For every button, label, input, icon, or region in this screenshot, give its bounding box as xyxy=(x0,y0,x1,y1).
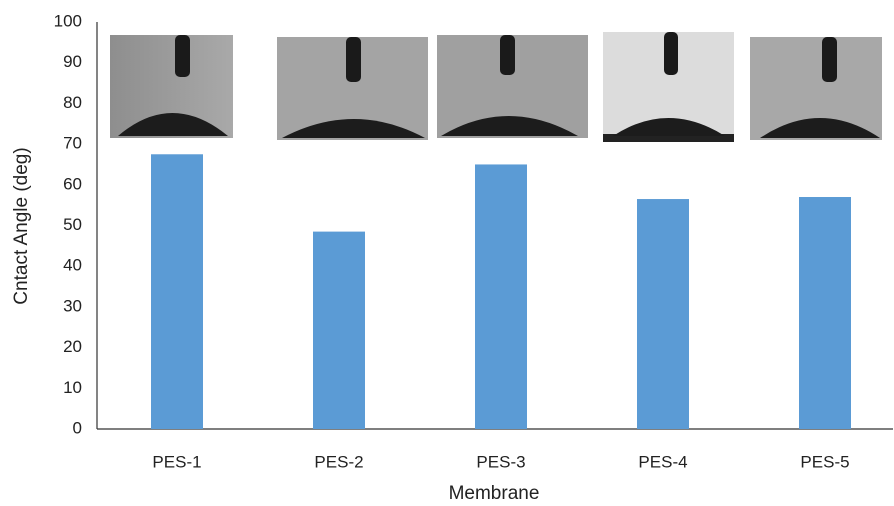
bar xyxy=(151,154,203,429)
droplet-photo xyxy=(277,37,428,140)
y-tick-label: 40 xyxy=(63,256,82,275)
y-tick-label: 30 xyxy=(63,296,82,315)
y-tick-label: 90 xyxy=(63,52,82,71)
chart: Membrane Cntact Angle (deg) 0 10 20 30 40 50 6… xyxy=(0,0,894,506)
y-tick-label: 80 xyxy=(63,93,82,112)
bar xyxy=(799,197,851,429)
y-tick-label: 100 xyxy=(54,11,82,30)
droplet-photo xyxy=(603,32,734,142)
y-tick-label: 20 xyxy=(63,337,82,356)
y-tick-label: 10 xyxy=(63,378,82,397)
y-tick-label: 60 xyxy=(63,174,82,193)
bar xyxy=(313,232,365,429)
droplet-photos xyxy=(110,32,882,142)
y-tick-label: 70 xyxy=(63,134,82,153)
x-tick-label: PES-2 xyxy=(314,452,363,471)
x-tick-label: PES-4 xyxy=(638,452,687,471)
droplet-photo xyxy=(750,37,882,140)
x-tick-label: PES-1 xyxy=(152,452,201,471)
y-tick-label: 50 xyxy=(63,215,82,234)
x-tick-label: PES-3 xyxy=(476,452,525,471)
droplet-photo xyxy=(110,35,233,138)
bar xyxy=(475,164,527,429)
x-axis-title: Membrane xyxy=(449,483,540,504)
y-tick-label: 0 xyxy=(73,418,82,437)
droplet-photo xyxy=(437,35,588,138)
y-axis-title: Cntact Angle (deg) xyxy=(11,147,32,304)
x-tick-label: PES-5 xyxy=(800,452,849,471)
bar xyxy=(637,199,689,429)
